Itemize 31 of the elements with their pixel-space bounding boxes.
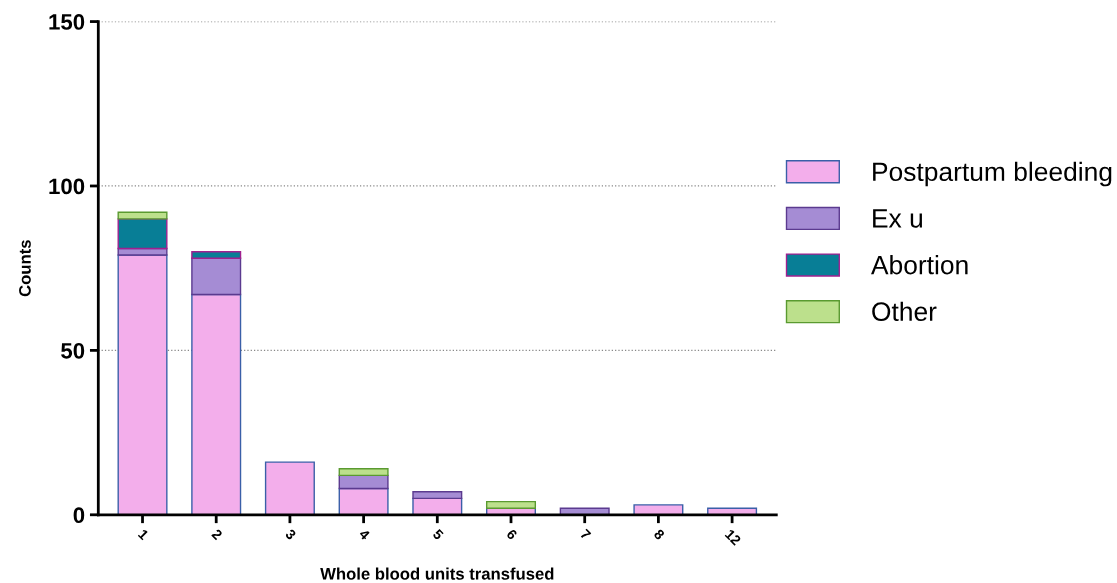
y-tick-label: 50 bbox=[61, 342, 85, 359]
y-tick-label: 150 bbox=[49, 14, 85, 30]
legend-label: Ex u bbox=[873, 209, 922, 228]
y-tick-label: 100 bbox=[49, 178, 85, 195]
legend-label: Abortion bbox=[871, 255, 968, 275]
x-tick-label: 5 bbox=[432, 528, 444, 541]
bar bbox=[485, 500, 537, 509]
bar bbox=[191, 257, 242, 296]
x-tick-label: 7 bbox=[579, 528, 592, 541]
x-tick-label: 4 bbox=[358, 528, 371, 541]
x-tick-label: 2 bbox=[211, 528, 223, 541]
bar bbox=[338, 468, 389, 477]
x-tick-label: 6 bbox=[506, 528, 518, 541]
bar bbox=[191, 293, 242, 515]
bar bbox=[338, 474, 389, 490]
y-tick-label: 0 bbox=[73, 507, 85, 524]
legend-label: Other bbox=[872, 301, 937, 322]
bar bbox=[117, 254, 168, 515]
bar bbox=[264, 461, 315, 515]
x-tick-label: 1 bbox=[137, 528, 150, 541]
bar bbox=[117, 218, 168, 250]
x-axis-title: Whole blood units transfused bbox=[320, 567, 554, 580]
y-axis-title: Counts bbox=[19, 240, 31, 297]
legend-label: Postpartum bleeding bbox=[873, 161, 1112, 187]
bar bbox=[117, 211, 168, 220]
x-tick-label: 3 bbox=[284, 528, 297, 541]
bar bbox=[191, 251, 242, 260]
x-tick-label: 8 bbox=[653, 528, 666, 541]
x-tick-label: 12 bbox=[724, 528, 742, 546]
bar bbox=[412, 491, 463, 500]
bar bbox=[117, 247, 168, 256]
